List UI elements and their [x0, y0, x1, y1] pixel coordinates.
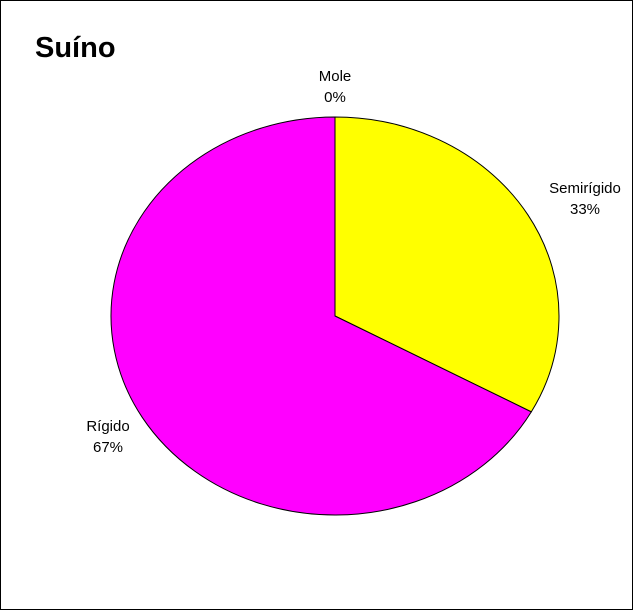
- slice-category-label: Rígido: [86, 418, 129, 435]
- slice-percent-label: 67%: [93, 439, 123, 456]
- chart-title: Suíno: [35, 32, 116, 64]
- pie-slices: [111, 117, 559, 515]
- slice-percent-label: 33%: [570, 201, 600, 218]
- slice-category-label: Semirígido: [549, 180, 621, 197]
- slice-category-label: Mole: [319, 68, 352, 85]
- slice-percent-label: 0%: [324, 89, 346, 106]
